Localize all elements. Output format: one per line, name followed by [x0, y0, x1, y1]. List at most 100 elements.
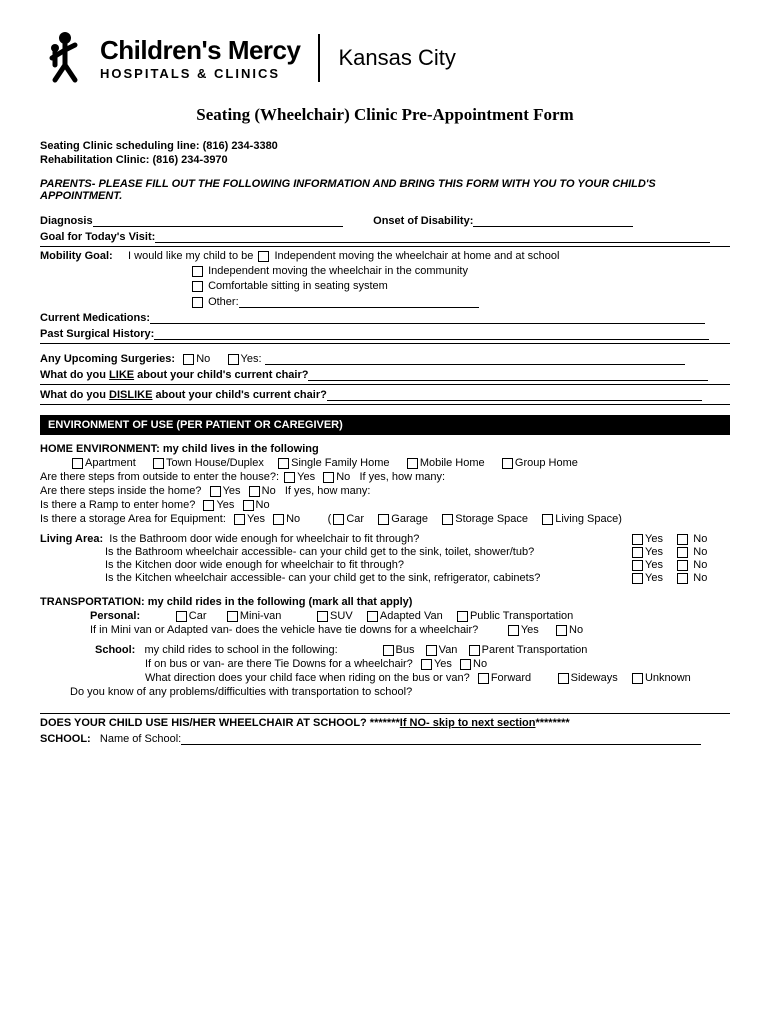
school-name-field[interactable] — [181, 732, 701, 745]
checkbox-ramp-yes[interactable] — [203, 500, 214, 511]
checkbox-q1-no[interactable] — [677, 534, 688, 545]
living-q4: Is the Kitchen wheelchair accessible- ca… — [105, 572, 540, 584]
checkbox-q3-no[interactable] — [677, 560, 688, 571]
checkbox-townhouse[interactable] — [153, 458, 164, 469]
school-tiedowns-row: If on bus or van- are there Tie Downs fo… — [145, 658, 730, 670]
checkbox-steps-in-yes[interactable] — [210, 486, 221, 497]
logo-divider — [318, 34, 320, 82]
checkbox-sch-tie-yes[interactable] — [421, 659, 432, 670]
checkbox-surgery-no[interactable] — [183, 354, 194, 365]
checkbox-steps-in-no[interactable] — [249, 486, 260, 497]
checkbox-apartment[interactable] — [72, 458, 83, 469]
checkbox-ramp-no[interactable] — [243, 500, 254, 511]
no-label: No — [336, 471, 350, 483]
minivan-label: Mini-van — [240, 610, 282, 622]
surgery-yes-field[interactable] — [265, 352, 685, 365]
steps-outside-row: Are there steps from outside to enter th… — [40, 471, 730, 483]
storage-space-label: Storage Space — [455, 513, 528, 525]
diagnosis-field[interactable] — [93, 214, 343, 227]
surgical-label: Past Surgical History: — [40, 328, 154, 340]
problems-row: Do you know of any problems/difficulties… — [70, 686, 730, 698]
checkbox-group[interactable] — [502, 458, 513, 469]
checkbox-tiedown-yes[interactable] — [508, 625, 519, 636]
checkbox-q1-yes[interactable] — [632, 534, 643, 545]
surgical-field[interactable] — [154, 327, 709, 340]
opt-independent: Independent moving the wheelchair at hom… — [274, 250, 559, 262]
checkbox-tiedown-no[interactable] — [556, 625, 567, 636]
checkbox-forward[interactable] — [478, 673, 489, 684]
personal-row: Personal: Car Mini-van SUV Adapted Van P… — [90, 610, 730, 622]
checkbox-q2-yes[interactable] — [632, 547, 643, 558]
like-field[interactable] — [308, 368, 708, 381]
checkbox-public[interactable] — [457, 611, 468, 622]
checkbox-living-space[interactable] — [542, 514, 553, 525]
transport-heading: TRANSPORTATION: my child rides in the fo… — [40, 596, 730, 608]
checkbox-parent[interactable] — [469, 645, 480, 656]
checkbox-independent-home[interactable] — [258, 251, 269, 262]
yes-label: Yes — [645, 533, 663, 545]
onset-field[interactable] — [473, 214, 633, 227]
checkbox-other[interactable] — [192, 297, 203, 308]
checkbox-minivan[interactable] — [227, 611, 238, 622]
checkbox-van[interactable] — [426, 645, 437, 656]
checkbox-comfortable[interactable] — [192, 281, 203, 292]
direction-label: What direction does your child face when… — [145, 672, 470, 684]
checkbox-unknown[interactable] — [632, 673, 643, 684]
meds-field[interactable] — [150, 311, 705, 324]
dislike-prefix: What do you — [40, 389, 109, 401]
skip-text: If NO- skip to next section — [400, 717, 536, 729]
living-q2: Is the Bathroom wheelchair accessible- c… — [105, 546, 534, 558]
no-label: No — [693, 546, 707, 558]
env-section-header: ENVIRONMENT OF USE (PER PATIENT OR CAREG… — [40, 415, 730, 435]
dislike-field[interactable] — [327, 388, 702, 401]
checkbox-single[interactable] — [278, 458, 289, 469]
checkbox-mobile[interactable] — [407, 458, 418, 469]
like-row: What do you LIKE about your child's curr… — [40, 368, 730, 381]
townhouse-label: Town House/Duplex — [166, 457, 264, 469]
checkbox-steps-out-no[interactable] — [323, 472, 334, 483]
apartment-label: Apartment — [85, 457, 136, 469]
opt-other: Other: — [208, 296, 239, 308]
checkbox-storage-yes[interactable] — [234, 514, 245, 525]
no-label: No — [693, 572, 707, 584]
checkbox-car[interactable] — [333, 514, 344, 525]
logo-city-text: Kansas City — [338, 45, 455, 71]
group-label: Group Home — [515, 457, 578, 469]
other-field[interactable] — [239, 295, 479, 308]
school-heading: DOES YOUR CHILD USE HIS/HER WHEELCHAIR A… — [40, 717, 400, 729]
checkbox-steps-out-yes[interactable] — [284, 472, 295, 483]
checkbox-q3-yes[interactable] — [632, 560, 643, 571]
public-label: Public Transportation — [470, 610, 573, 622]
yes-label: Yes — [521, 624, 539, 636]
logo-header: Children's Mercy HOSPITALS & CLINICS Kan… — [40, 30, 730, 85]
checkbox-storage-no[interactable] — [273, 514, 284, 525]
checkbox-garage[interactable] — [378, 514, 389, 525]
upcoming-label: Any Upcoming Surgeries: — [40, 353, 175, 365]
checkbox-car2[interactable] — [176, 611, 187, 622]
school-tiedowns-label: If on bus or van- are there Tie Downs fo… — [145, 658, 413, 670]
dislike-row: What do you DISLIKE about your child's c… — [40, 388, 730, 401]
like-prefix: What do you — [40, 369, 109, 381]
checkbox-q4-yes[interactable] — [632, 573, 643, 584]
yes-label: Yes — [223, 485, 241, 497]
stars: ******** — [535, 717, 569, 729]
meds-label: Current Medications — [40, 312, 146, 324]
like-word: LIKE — [109, 369, 134, 381]
checkbox-adapted[interactable] — [367, 611, 378, 622]
checkbox-surgery-yes[interactable] — [228, 354, 239, 365]
checkbox-community[interactable] — [192, 266, 203, 277]
checkbox-q2-no[interactable] — [677, 547, 688, 558]
goal-field[interactable] — [155, 230, 710, 243]
single-label: Single Family Home — [291, 457, 389, 469]
mobility-label: Mobility Goal: — [40, 250, 113, 262]
checkbox-sideways[interactable] — [558, 673, 569, 684]
checkbox-bus[interactable] — [383, 645, 394, 656]
like-suffix: about your child's current chair? — [134, 369, 308, 381]
checkbox-suv[interactable] — [317, 611, 328, 622]
checkbox-sch-tie-no[interactable] — [460, 659, 471, 670]
logo-sub-text: HOSPITALS & CLINICS — [100, 66, 300, 81]
checkbox-q4-no[interactable] — [677, 573, 688, 584]
opt-community: Independent moving the wheelchair in the… — [208, 265, 468, 277]
checkbox-storage-space[interactable] — [442, 514, 453, 525]
yes-label: Yes — [645, 559, 663, 571]
